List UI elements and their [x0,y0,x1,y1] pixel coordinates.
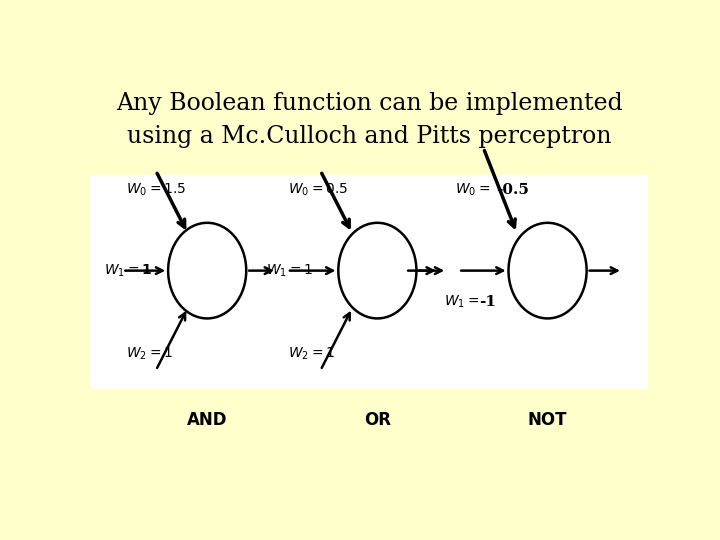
Text: $W_0 = 0.5$: $W_0 = 0.5$ [288,181,348,198]
Text: OR: OR [364,411,391,429]
Text: -1: -1 [480,295,497,309]
Text: $W_1 =\mathbf{1}$: $W_1 =\mathbf{1}$ [104,262,152,279]
Text: $W_1 = 1$: $W_1 = 1$ [266,262,312,279]
Text: $W_2 = 1$: $W_2 = 1$ [288,346,335,362]
Text: NOT: NOT [528,411,567,429]
Text: Any Boolean function can be implemented: Any Boolean function can be implemented [116,92,622,115]
Text: $W_1 = $: $W_1 = $ [444,294,480,310]
Ellipse shape [508,223,587,319]
Ellipse shape [338,223,416,319]
Text: $W_0 = 1.5$: $W_0 = 1.5$ [126,181,186,198]
Text: using a Mc.Culloch and Pitts perceptron: using a Mc.Culloch and Pitts perceptron [127,125,611,148]
Text: -0.5: -0.5 [495,183,528,197]
Text: AND: AND [187,411,228,429]
Ellipse shape [168,223,246,319]
Text: $W_2 = 1$: $W_2 = 1$ [126,346,174,362]
Bar [90,175,648,389]
Text: $W_0 = $: $W_0 = $ [456,181,490,198]
